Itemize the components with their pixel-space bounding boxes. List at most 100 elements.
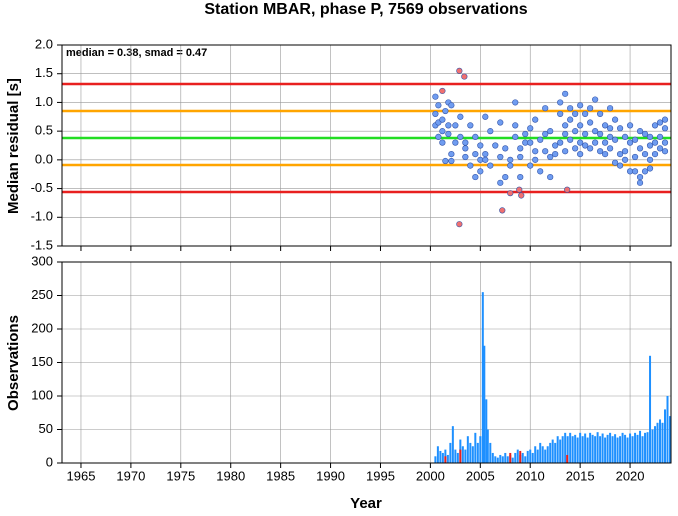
- point: [564, 186, 571, 193]
- bar: [581, 436, 584, 463]
- bar: [589, 432, 592, 463]
- bar: [511, 457, 514, 463]
- bar: [666, 396, 669, 463]
- point: [636, 173, 644, 181]
- point: [507, 190, 514, 197]
- bar: [551, 439, 554, 463]
- point: [626, 122, 634, 129]
- point: [439, 87, 446, 95]
- bar: [496, 457, 499, 463]
- point: [552, 151, 559, 158]
- bar: [599, 436, 602, 463]
- bar: [469, 442, 472, 463]
- point: [616, 125, 624, 132]
- point: [512, 122, 519, 129]
- y-tick-label: 0: [46, 454, 53, 469]
- point: [452, 122, 459, 129]
- point: [577, 122, 584, 129]
- bar: [486, 429, 489, 463]
- bar: [471, 446, 474, 463]
- point: [611, 159, 619, 166]
- point: [651, 122, 659, 129]
- bar: [641, 436, 644, 463]
- bar: [614, 434, 617, 463]
- point: [567, 105, 574, 112]
- bar: [636, 434, 639, 463]
- bar: [571, 436, 574, 463]
- y-tick-label: 250: [31, 287, 53, 302]
- bar: [521, 452, 524, 463]
- bar: [506, 456, 509, 463]
- point: [456, 67, 463, 74]
- point: [626, 139, 634, 146]
- point: [651, 139, 659, 146]
- point: [482, 151, 489, 158]
- point: [656, 145, 664, 152]
- bar: [591, 434, 594, 463]
- y-axis-label: Median residual [s]: [5, 78, 22, 214]
- point: [497, 119, 504, 126]
- bar: [649, 355, 652, 463]
- bar: [629, 433, 632, 463]
- bar: [546, 446, 549, 463]
- bar: [494, 456, 497, 463]
- bar: [669, 416, 672, 463]
- bar: [574, 434, 577, 463]
- point: [547, 173, 554, 181]
- point: [567, 136, 574, 143]
- point: [636, 179, 644, 186]
- bar: [626, 437, 629, 463]
- bar: [661, 422, 664, 463]
- point: [439, 116, 446, 123]
- bar: [474, 432, 477, 463]
- point: [507, 162, 514, 169]
- point: [577, 102, 584, 109]
- bar: [489, 442, 492, 463]
- bar: [561, 436, 564, 463]
- y-tick-label: 50: [39, 421, 53, 436]
- point: [499, 207, 506, 214]
- bar: [656, 422, 659, 463]
- point: [651, 151, 659, 158]
- point: [457, 133, 464, 140]
- point: [646, 156, 654, 163]
- point: [602, 151, 609, 158]
- bar: [609, 432, 612, 463]
- point: [432, 93, 439, 100]
- y-tick-label: 0.0: [35, 151, 53, 166]
- point: [562, 148, 569, 155]
- point: [661, 116, 669, 123]
- bar: [479, 436, 482, 463]
- bar: [564, 432, 567, 463]
- point: [611, 136, 619, 143]
- point: [462, 139, 469, 146]
- bar: [526, 450, 529, 463]
- y-tick-label: -0.5: [31, 180, 53, 195]
- point: [631, 168, 639, 175]
- bar: [436, 446, 439, 463]
- bar: [446, 454, 449, 463]
- point: [577, 151, 584, 158]
- bar: [544, 449, 547, 463]
- point: [547, 153, 554, 161]
- point: [611, 116, 619, 123]
- bar: [611, 436, 614, 463]
- point: [472, 151, 479, 158]
- point: [572, 128, 579, 135]
- bar: [504, 452, 507, 463]
- y-tick-label: 100: [31, 387, 53, 402]
- point: [631, 153, 639, 161]
- bar: [594, 436, 597, 463]
- point: [518, 192, 525, 199]
- x-axis-label: Year: [350, 495, 382, 511]
- point: [462, 145, 469, 152]
- point: [641, 130, 649, 138]
- bar: [644, 432, 647, 463]
- point: [646, 165, 654, 172]
- bar: [476, 442, 479, 463]
- point: [636, 145, 644, 152]
- bar: [646, 432, 649, 463]
- point: [532, 156, 539, 163]
- point: [517, 153, 524, 161]
